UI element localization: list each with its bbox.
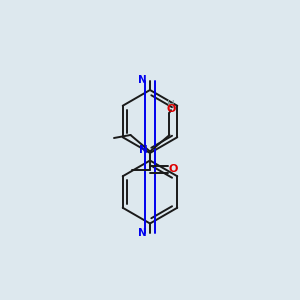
Text: O: O xyxy=(166,104,176,114)
Text: N: N xyxy=(138,75,147,85)
Text: H: H xyxy=(167,100,175,110)
Text: N: N xyxy=(139,145,148,155)
Text: N: N xyxy=(138,228,147,239)
Text: O: O xyxy=(169,164,178,175)
